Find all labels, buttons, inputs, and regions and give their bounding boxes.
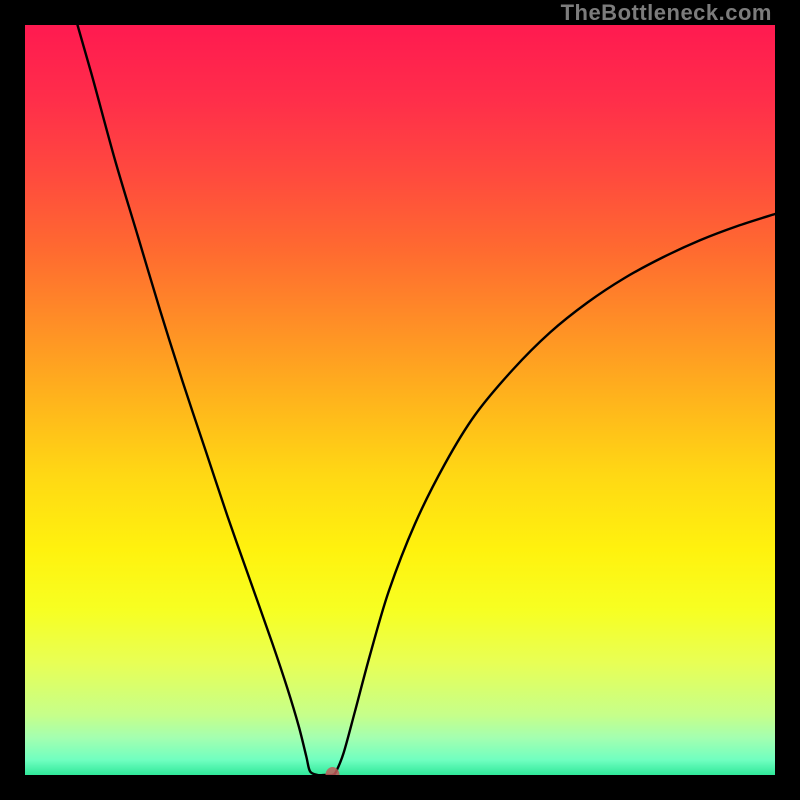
chart-container: TheBottleneck.com bbox=[0, 0, 800, 800]
bottleneck-chart bbox=[0, 0, 800, 800]
watermark-text: TheBottleneck.com bbox=[561, 0, 772, 26]
gradient-background bbox=[25, 25, 775, 775]
